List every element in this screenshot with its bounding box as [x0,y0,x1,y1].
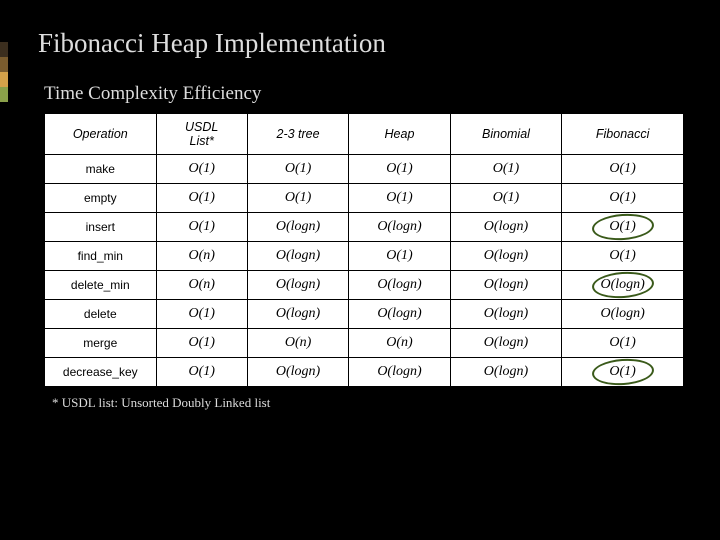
value-cell: O(1) [156,184,247,213]
value-cell: O(1) [562,358,684,387]
table-row: emptyO(1)O(1)O(1)O(1)O(1) [45,184,684,213]
value-cell: O(1) [562,213,684,242]
value-cell: O(logn) [247,300,348,329]
value-cell: O(1) [247,155,348,184]
value-cell: O(1) [156,213,247,242]
table-row: makeO(1)O(1)O(1)O(1)O(1) [45,155,684,184]
value-cell: O(logn) [349,358,450,387]
col-header: Binomial [450,114,562,155]
col-header: USDLList* [156,114,247,155]
value-cell: O(1) [349,155,450,184]
table-row: decrease_keyO(1)O(logn)O(logn)O(logn)O(1… [45,358,684,387]
highlight-circle [591,357,655,387]
subtitle: Time Complexity Efficiency [44,83,690,105]
highlight-circle [591,212,655,242]
operation-cell: delete_min [45,271,157,300]
value-cell: O(logn) [247,271,348,300]
value-cell: O(logn) [450,329,562,358]
page-title: Fibonacci Heap Implementation [38,28,690,59]
value-cell: O(logn) [349,300,450,329]
table-row: find_minO(n)O(logn)O(1)O(logn)O(1) [45,242,684,271]
col-header: 2-3 tree [247,114,348,155]
table-row: deleteO(1)O(logn)O(logn)O(logn)O(logn) [45,300,684,329]
value-cell: O(1) [562,184,684,213]
value-cell: O(n) [349,329,450,358]
complexity-table: OperationUSDLList*2-3 treeHeapBinomialFi… [44,113,684,387]
value-cell: O(logn) [562,300,684,329]
value-cell: O(logn) [450,213,562,242]
table-row: delete_minO(n)O(logn)O(logn)O(logn)O(log… [45,271,684,300]
highlight-circle [591,270,655,300]
operation-cell: empty [45,184,157,213]
operation-cell: delete [45,300,157,329]
value-cell: O(logn) [349,213,450,242]
col-header: Heap [349,114,450,155]
value-cell: O(logn) [450,271,562,300]
value-cell: O(1) [156,358,247,387]
value-cell: O(logn) [450,358,562,387]
value-cell: O(1) [349,242,450,271]
slide-content: Fibonacci Heap Implementation Time Compl… [38,28,690,520]
operation-cell: decrease_key [45,358,157,387]
value-cell: O(1) [156,300,247,329]
operation-cell: insert [45,213,157,242]
value-cell: O(1) [349,184,450,213]
value-cell: O(n) [156,242,247,271]
value-cell: O(n) [156,271,247,300]
value-cell: O(logn) [562,271,684,300]
accent-stripe [0,42,8,102]
table-header-row: OperationUSDLList*2-3 treeHeapBinomialFi… [45,114,684,155]
operation-cell: make [45,155,157,184]
col-header: Operation [45,114,157,155]
table-row: mergeO(1)O(n)O(n)O(logn)O(1) [45,329,684,358]
operation-cell: find_min [45,242,157,271]
value-cell: O(1) [562,242,684,271]
col-header: Fibonacci [562,114,684,155]
value-cell: O(logn) [349,271,450,300]
value-cell: O(1) [450,155,562,184]
value-cell: O(1) [562,329,684,358]
value-cell: O(1) [247,184,348,213]
table-row: insertO(1)O(logn)O(logn)O(logn)O(1) [45,213,684,242]
value-cell: O(logn) [450,242,562,271]
value-cell: O(logn) [450,300,562,329]
value-cell: O(logn) [247,213,348,242]
value-cell: O(n) [247,329,348,358]
value-cell: O(1) [156,155,247,184]
value-cell: O(logn) [247,242,348,271]
value-cell: O(logn) [247,358,348,387]
operation-cell: merge [45,329,157,358]
value-cell: O(1) [562,155,684,184]
value-cell: O(1) [450,184,562,213]
value-cell: O(1) [156,329,247,358]
footnote: * USDL list: Unsorted Doubly Linked list [52,395,690,411]
